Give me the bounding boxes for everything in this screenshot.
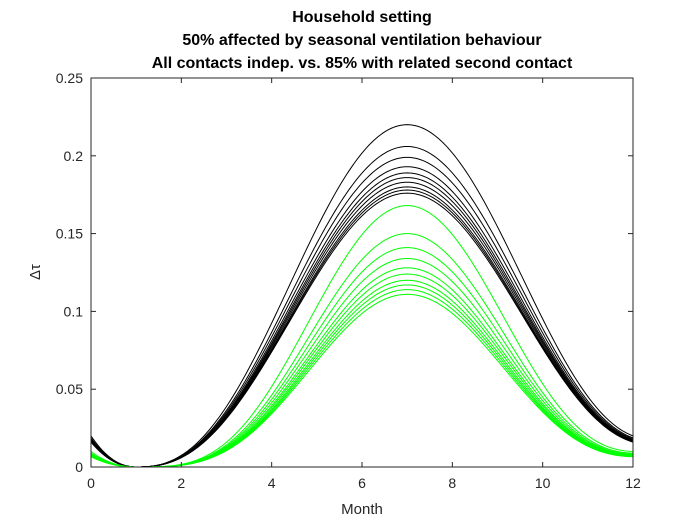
series-line-black-4 <box>90 166 634 468</box>
title-line-3: All contacts indep. vs. 85% with related… <box>152 55 573 72</box>
series-line-black-5 <box>90 172 634 468</box>
axis-ticks: 0 2 4 6 8 10 12 0 0.05 0.1 0.15 0.2 0.25 <box>56 70 641 491</box>
y-tick-label-3: 0.15 <box>56 226 83 242</box>
x-tick-label-6: 12 <box>625 475 641 491</box>
x-tick-label-3: 6 <box>358 475 366 491</box>
chart-title: Household setting 50% affected by season… <box>152 9 573 72</box>
series-line-black-10 <box>90 192 634 468</box>
y-tick-label-2: 0.1 <box>64 303 84 319</box>
series-line-green-9 <box>90 289 634 468</box>
x-tick-label-0: 0 <box>87 475 95 491</box>
x-tick-label-2: 4 <box>268 475 276 491</box>
y-tick-label-4: 0.2 <box>64 148 84 164</box>
title-line-1: Household setting <box>292 9 432 26</box>
series-line-black-6 <box>90 177 634 468</box>
series-line-black-1 <box>90 124 634 468</box>
series-line-green-7 <box>90 279 634 468</box>
series-line-green-10 <box>90 293 634 468</box>
series-line-green-2 <box>90 233 634 468</box>
series-line-green-6 <box>90 273 634 468</box>
series-line-green-5 <box>90 267 634 468</box>
y-tick-label-5: 0.25 <box>56 70 83 86</box>
series-layer <box>90 124 634 468</box>
x-axis-label: Month <box>341 501 383 518</box>
series-line-black-9 <box>90 189 634 468</box>
x-tick-label-1: 2 <box>177 475 185 491</box>
x-tick-label-4: 8 <box>448 475 456 491</box>
y-axis-label: Δτ <box>27 264 44 280</box>
x-tick-label-5: 10 <box>535 475 551 491</box>
y-tick-label-1: 0.05 <box>56 381 83 397</box>
y-tick-label-0: 0 <box>75 459 83 475</box>
series-line-black-8 <box>90 186 634 468</box>
series-line-green-8 <box>90 284 634 468</box>
title-line-2: 50% affected by seasonal ventilation beh… <box>182 32 541 49</box>
series-line-black-7 <box>90 181 634 468</box>
